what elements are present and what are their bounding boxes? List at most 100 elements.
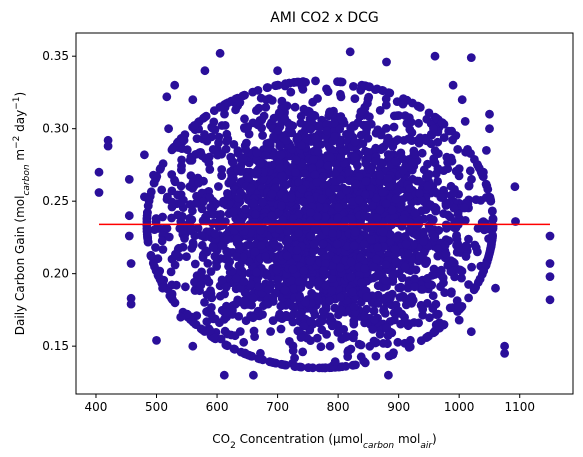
data-point bbox=[448, 257, 458, 267]
data-point bbox=[216, 102, 226, 112]
data-point bbox=[348, 220, 357, 230]
data-point bbox=[143, 237, 153, 247]
data-point bbox=[407, 158, 417, 168]
data-point bbox=[321, 259, 330, 269]
data-point bbox=[451, 166, 461, 176]
data-point bbox=[306, 124, 316, 134]
data-point bbox=[170, 80, 180, 90]
data-point bbox=[330, 357, 340, 366]
data-point bbox=[439, 278, 448, 288]
data-point bbox=[441, 249, 451, 259]
data-point bbox=[103, 141, 113, 151]
y-tick-label: 0.15 bbox=[42, 339, 69, 353]
data-point bbox=[194, 178, 204, 188]
data-point bbox=[320, 363, 330, 373]
data-point bbox=[424, 170, 434, 179]
data-point bbox=[445, 212, 455, 222]
data-point bbox=[250, 332, 259, 341]
data-point bbox=[164, 124, 174, 134]
data-point bbox=[166, 267, 176, 277]
data-point bbox=[191, 199, 201, 208]
data-point bbox=[155, 275, 165, 284]
data-point bbox=[416, 195, 426, 205]
data-point bbox=[413, 101, 423, 111]
data-point bbox=[220, 109, 229, 119]
data-point bbox=[411, 265, 421, 275]
data-point bbox=[289, 284, 299, 294]
data-point bbox=[276, 324, 286, 334]
data-point bbox=[332, 239, 342, 249]
data-point bbox=[236, 283, 246, 293]
data-point bbox=[217, 241, 227, 250]
data-point bbox=[288, 317, 298, 327]
data-point bbox=[219, 370, 229, 380]
data-point bbox=[275, 163, 285, 173]
x-axis-title: CO2 Concentration (µmolcarbon molair) bbox=[212, 432, 436, 451]
data-point bbox=[369, 262, 379, 272]
data-point bbox=[252, 148, 262, 158]
data-point bbox=[365, 112, 374, 122]
data-point bbox=[302, 221, 311, 231]
data-point bbox=[461, 252, 471, 261]
data-point bbox=[267, 96, 277, 105]
data-point bbox=[294, 277, 304, 286]
data-point bbox=[200, 66, 210, 76]
data-point bbox=[426, 139, 436, 149]
data-point bbox=[244, 174, 254, 184]
data-point bbox=[311, 76, 320, 86]
data-point bbox=[229, 207, 238, 217]
data-point bbox=[286, 276, 296, 285]
data-point bbox=[333, 213, 343, 223]
data-point bbox=[349, 82, 358, 91]
plot-frame bbox=[75, 32, 574, 395]
data-point bbox=[322, 126, 331, 136]
data-point bbox=[383, 174, 393, 183]
x-axis: 400 500 600 700 800 900 1000 1100 bbox=[85, 394, 535, 414]
data-point bbox=[200, 130, 209, 139]
data-point bbox=[193, 223, 203, 233]
data-point bbox=[288, 264, 298, 274]
data-point bbox=[419, 227, 428, 237]
data-point bbox=[429, 124, 438, 134]
data-point bbox=[224, 262, 233, 271]
data-point bbox=[385, 150, 395, 160]
data-point bbox=[185, 156, 195, 165]
data-point bbox=[414, 118, 423, 128]
data-point bbox=[419, 214, 429, 224]
data-point bbox=[269, 358, 278, 367]
data-point bbox=[453, 145, 463, 154]
data-point bbox=[329, 118, 339, 128]
data-point bbox=[178, 242, 188, 252]
data-point bbox=[259, 111, 269, 121]
data-point bbox=[209, 106, 219, 116]
data-point bbox=[436, 265, 446, 275]
data-point bbox=[306, 208, 315, 218]
data-point bbox=[234, 312, 244, 321]
data-point bbox=[510, 182, 520, 192]
data-point bbox=[198, 253, 208, 262]
data-point bbox=[346, 344, 356, 354]
data-point bbox=[350, 152, 360, 162]
data-point bbox=[322, 84, 331, 94]
data-point bbox=[471, 283, 480, 292]
data-point bbox=[381, 100, 391, 110]
data-point bbox=[285, 337, 294, 346]
data-point bbox=[545, 231, 555, 241]
data-point bbox=[345, 130, 355, 140]
data-point bbox=[275, 141, 285, 151]
data-point bbox=[251, 209, 260, 219]
data-point bbox=[414, 176, 424, 186]
data-point bbox=[296, 111, 306, 121]
data-point bbox=[289, 78, 299, 87]
data-point bbox=[383, 331, 393, 340]
data-point bbox=[274, 281, 283, 291]
data-point bbox=[281, 312, 291, 322]
data-point bbox=[381, 94, 391, 104]
data-point bbox=[226, 152, 236, 162]
points-layer bbox=[94, 47, 555, 380]
data-point bbox=[388, 270, 397, 280]
data-point bbox=[151, 243, 160, 252]
data-point bbox=[351, 179, 361, 189]
data-point bbox=[465, 166, 475, 176]
